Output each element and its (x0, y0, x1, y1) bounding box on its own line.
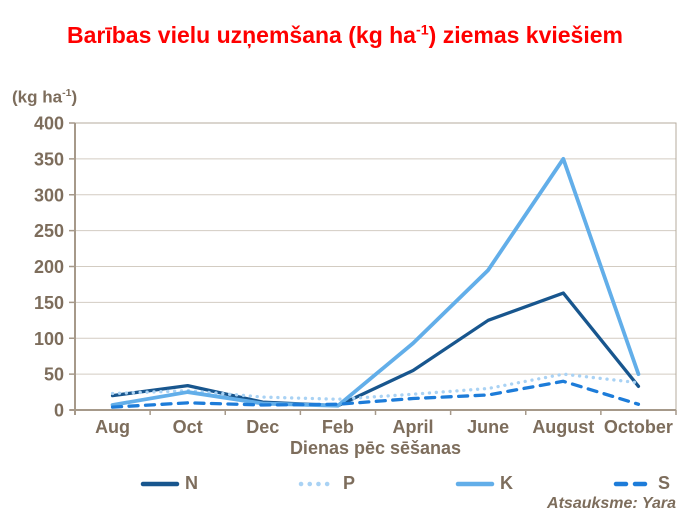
y-axis-unit-label: (kg ha-1) (12, 87, 77, 108)
x-category-label: October (604, 417, 673, 437)
legend-marker-N (140, 481, 180, 486)
attribution: Atsauksme: Yara (547, 495, 676, 512)
legend-item-K: K (455, 473, 513, 494)
legend-marker-S (613, 481, 653, 486)
x-category-label: August (532, 417, 594, 437)
chart-title: Barības vielu uzņemšana (kg ha-1) ziemas… (0, 22, 690, 49)
line-chart-canvas: 0 50 100 150 200 250 300 350 400 Aug Oct Dec Feb Apri… (34, 114, 677, 437)
legend-marker-P (298, 481, 338, 486)
series-line-K (110, 156, 641, 408)
y-axis-unit-superscript: -1 (62, 87, 72, 99)
y-tick-label: 300 (34, 185, 64, 205)
x-category-label: Dec (246, 417, 279, 437)
y-tick-label: 200 (34, 257, 64, 277)
y-tick-label: 100 (34, 329, 64, 349)
y-tick-label: 350 (34, 149, 64, 169)
chart-title-text: Barības vielu uzņemšana (kg ha (67, 22, 416, 48)
legend-label-K: K (499, 473, 513, 493)
x-category-label: April (393, 417, 434, 437)
chart-title-superscript: -1 (415, 22, 429, 39)
x-category-label: June (467, 417, 509, 437)
y-axis-unit-text: (kg ha (12, 87, 63, 107)
y-tick-label: 250 (34, 221, 64, 241)
y-tick-label: 50 (44, 365, 64, 385)
legend-item-N: N (140, 473, 198, 494)
legend-marker-K (455, 481, 495, 486)
legend-item-P: P (298, 473, 355, 494)
legend-label-P: P (342, 473, 355, 493)
y-tick-label: 150 (34, 293, 64, 313)
x-axis-title: Dienas pēc sēšanas (289, 438, 462, 458)
chart-title-text-end: ) ziemas kviešiem (428, 22, 623, 48)
x-category-label: Aug (95, 417, 130, 437)
legend-item-S: S (613, 473, 670, 494)
legend-label-S: S (657, 473, 670, 493)
y-axis-unit-text-end: ) (71, 87, 78, 107)
series-line-S (110, 379, 641, 409)
x-category-label: Oct (173, 417, 203, 437)
x-category-label: Feb (322, 417, 354, 437)
series-line-N (110, 291, 641, 408)
series-line-P (110, 372, 641, 401)
legend-label-N: N (185, 473, 198, 493)
y-tick-label: 0 (54, 401, 64, 421)
y-tick-label: 400 (34, 114, 64, 134)
